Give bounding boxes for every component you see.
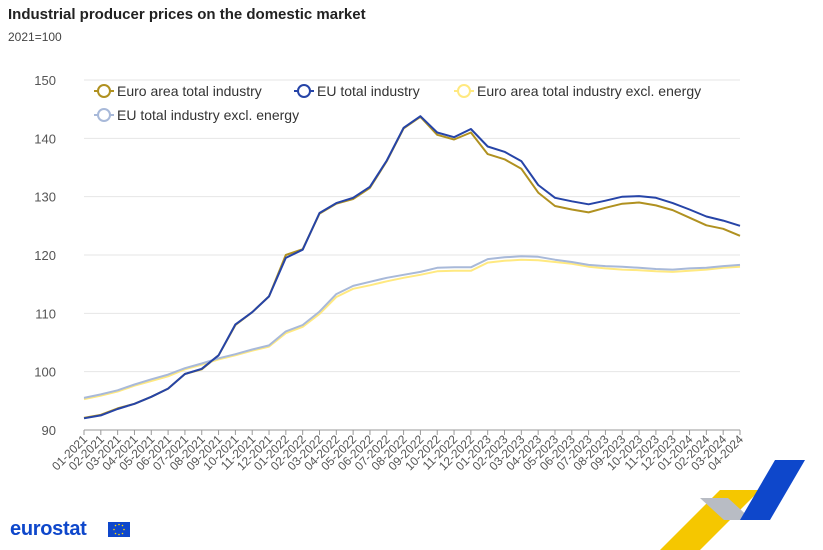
legend: Euro area total industry EU total industr… xyxy=(94,83,701,123)
series-lines xyxy=(83,115,741,420)
series-line[interactable] xyxy=(83,258,741,401)
y-tick-label: 120 xyxy=(34,248,56,263)
series-line[interactable] xyxy=(83,255,741,399)
legend-label[interactable]: Euro area total industry xyxy=(117,83,262,99)
eurostat-logo: eurostat xyxy=(10,518,87,540)
legend-marker xyxy=(297,84,311,98)
y-tick-label: 110 xyxy=(35,306,56,321)
y-tick-label: 130 xyxy=(34,190,56,205)
legend-label[interactable]: EU total industry excl. energy xyxy=(117,107,299,123)
y-tick-label: 140 xyxy=(34,131,56,146)
page-title: Industrial producer prices on the domest… xyxy=(8,6,366,23)
series-line[interactable] xyxy=(83,115,741,420)
legend-label[interactable]: EU total industry xyxy=(317,83,420,99)
legend-marker xyxy=(97,108,111,122)
legend-label[interactable]: Euro area total industry excl. energy xyxy=(477,83,701,99)
legend-marker xyxy=(97,84,111,98)
grid-lines xyxy=(84,79,740,431)
y-axis: 90 100 110 120 130 140 150 xyxy=(34,73,56,438)
legend-marker xyxy=(457,84,471,98)
corner-stripe-gray xyxy=(700,498,752,520)
chart-subtitle: 2021=100 xyxy=(8,30,62,44)
y-tick-label: 90 xyxy=(42,423,56,438)
corner-decoration xyxy=(660,460,805,550)
eu-flag-icon xyxy=(108,522,130,537)
y-tick-label: 150 xyxy=(34,73,56,88)
x-axis: 01-202102-202103-202104-202105-202106-20… xyxy=(49,430,746,473)
y-tick-label: 100 xyxy=(34,365,56,380)
corner-stripe-blue xyxy=(740,460,805,520)
